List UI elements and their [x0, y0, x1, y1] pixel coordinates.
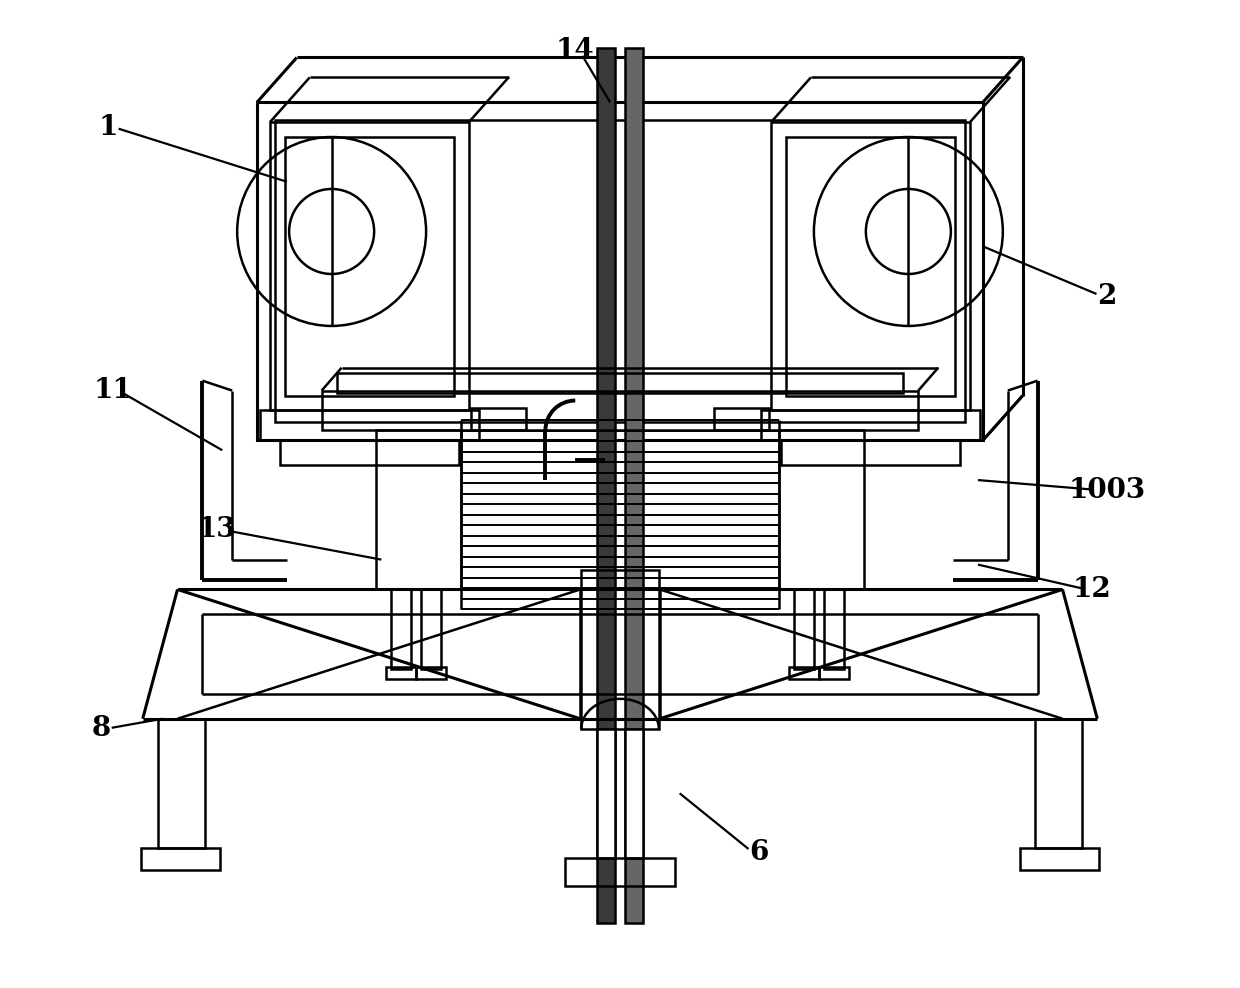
- Bar: [285, 137, 454, 395]
- Bar: [779, 431, 863, 590]
- Bar: [471, 408, 526, 431]
- Bar: [761, 410, 980, 441]
- Bar: [771, 123, 970, 410]
- Bar: [260, 410, 479, 441]
- Bar: [1019, 848, 1100, 869]
- Bar: [625, 47, 642, 923]
- Bar: [377, 431, 461, 590]
- Bar: [794, 590, 813, 669]
- Bar: [417, 667, 446, 679]
- Text: 1003: 1003: [1069, 476, 1146, 504]
- Bar: [598, 47, 615, 923]
- Bar: [1034, 718, 1083, 848]
- Bar: [280, 441, 459, 465]
- Text: 11: 11: [93, 377, 133, 404]
- Bar: [781, 441, 960, 465]
- Bar: [582, 569, 658, 729]
- Bar: [392, 590, 412, 669]
- Bar: [275, 121, 965, 423]
- Text: 1: 1: [98, 114, 118, 140]
- Bar: [387, 667, 417, 679]
- Bar: [565, 858, 675, 886]
- Bar: [598, 729, 615, 858]
- Text: 14: 14: [556, 37, 594, 64]
- Text: 6: 6: [749, 840, 769, 866]
- Bar: [823, 590, 843, 669]
- Bar: [818, 667, 848, 679]
- Bar: [789, 667, 818, 679]
- Bar: [786, 137, 955, 395]
- Bar: [422, 590, 441, 669]
- Bar: [625, 729, 642, 858]
- Text: 12: 12: [1073, 576, 1112, 603]
- Bar: [157, 718, 206, 848]
- Text: 8: 8: [92, 715, 110, 742]
- Bar: [270, 123, 469, 410]
- Text: 2: 2: [1097, 283, 1117, 309]
- Bar: [140, 848, 221, 869]
- Bar: [714, 408, 769, 431]
- Bar: [257, 102, 983, 441]
- Bar: [321, 390, 919, 431]
- Text: 13: 13: [198, 517, 237, 543]
- Bar: [336, 372, 904, 392]
